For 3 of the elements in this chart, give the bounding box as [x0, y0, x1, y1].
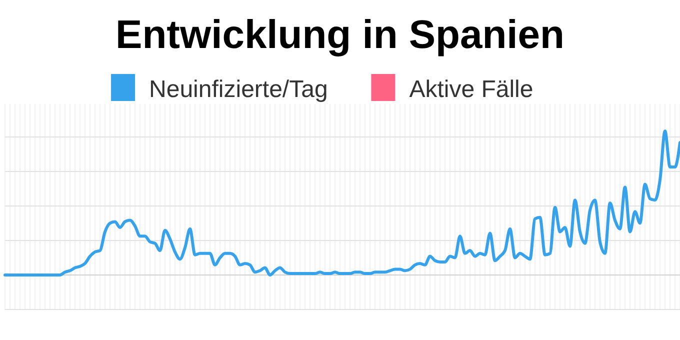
- legend-label: Aktive Fälle: [409, 76, 534, 103]
- chart-title: Entwicklung in Spanien: [116, 13, 564, 57]
- legend-label: Neuinfizierte/Tag: [149, 76, 328, 103]
